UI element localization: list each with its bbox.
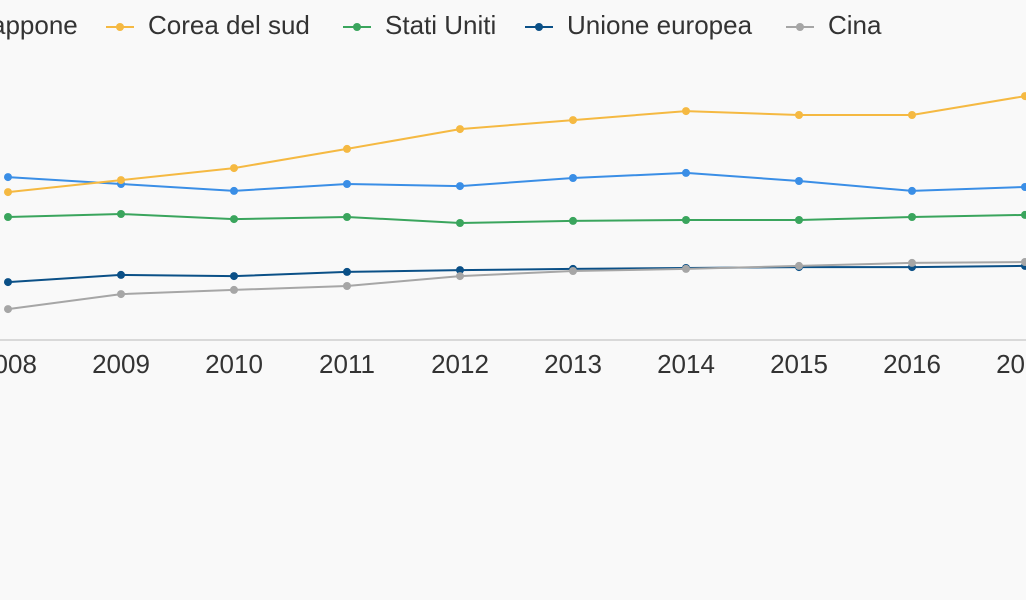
x-tick-label: 2013 xyxy=(544,349,602,379)
data-point xyxy=(1021,183,1026,191)
data-point xyxy=(456,182,464,191)
data-point xyxy=(117,176,125,185)
data-point xyxy=(343,180,351,188)
series-line xyxy=(7,95,1026,194)
legend-label: Corea del sud xyxy=(148,10,310,40)
data-point xyxy=(795,177,803,185)
data-point xyxy=(343,144,351,153)
data-point xyxy=(682,216,690,224)
legend-marker xyxy=(535,23,543,31)
data-point xyxy=(1021,92,1026,101)
data-point xyxy=(795,261,803,270)
data-point xyxy=(569,174,577,182)
data-point xyxy=(908,213,916,221)
data-point xyxy=(569,267,577,275)
data-point xyxy=(230,164,238,173)
data-point xyxy=(4,173,12,182)
legend-label: Giappone xyxy=(0,10,78,40)
data-point xyxy=(117,270,125,279)
x-tick-label: 2010 xyxy=(205,349,263,379)
data-point xyxy=(343,213,351,221)
data-point xyxy=(795,111,803,119)
data-point xyxy=(569,116,577,125)
series-line xyxy=(7,261,1026,311)
x-tick-label: 2009 xyxy=(92,349,150,379)
data-point xyxy=(1021,258,1026,266)
legend-label: Unione europea xyxy=(567,10,753,40)
data-point xyxy=(4,213,12,221)
data-point xyxy=(682,107,690,116)
data-point xyxy=(117,210,125,218)
data-point xyxy=(908,258,916,267)
x-tick-label: 2012 xyxy=(431,349,489,379)
data-point xyxy=(117,290,125,299)
data-point xyxy=(682,168,690,177)
data-point xyxy=(343,267,351,276)
legend-label: Cina xyxy=(828,10,882,40)
data-point xyxy=(456,219,464,227)
data-point xyxy=(569,216,577,225)
data-point xyxy=(1021,210,1026,219)
legend-marker xyxy=(116,23,124,31)
data-point xyxy=(456,272,464,281)
data-point xyxy=(908,186,916,195)
data-point xyxy=(4,278,12,287)
data-point xyxy=(230,272,238,281)
legend-marker xyxy=(796,23,804,31)
data-point xyxy=(230,215,238,224)
x-tick-label: 2014 xyxy=(657,349,715,379)
x-tick-label: 2016 xyxy=(883,349,941,379)
data-point xyxy=(343,282,351,290)
series-line xyxy=(7,264,1026,284)
data-point xyxy=(795,216,803,224)
x-tick-label: 2011 xyxy=(319,349,375,379)
data-point xyxy=(4,188,12,197)
data-point xyxy=(4,305,12,314)
legend-label: Stati Uniti xyxy=(385,10,496,40)
series-line xyxy=(7,212,1026,225)
data-point xyxy=(908,111,916,119)
x-tick-label: 2015 xyxy=(770,349,828,379)
data-point xyxy=(230,186,238,195)
data-point xyxy=(682,264,690,273)
data-point xyxy=(456,125,464,134)
series-line xyxy=(7,171,1026,192)
x-tick-label: 2017 xyxy=(996,349,1026,379)
x-tick-label: 2008 xyxy=(0,349,37,379)
data-point xyxy=(230,285,238,294)
data-point xyxy=(456,266,464,275)
legend-marker xyxy=(353,23,361,31)
